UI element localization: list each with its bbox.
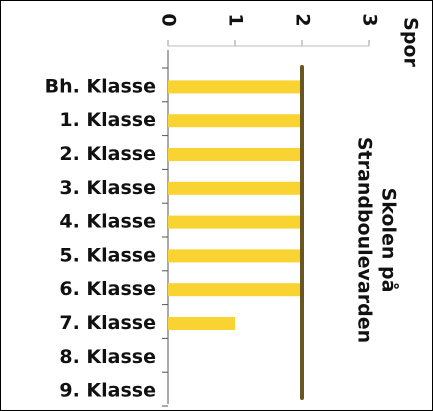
chart-title: Strandboulevarden	[354, 137, 376, 343]
chart-title: Skolen på	[378, 188, 402, 293]
y-tick-label: 1. Klasse	[59, 109, 156, 131]
x-tick-label: 2	[292, 13, 314, 26]
x-tick-label: 1	[225, 13, 247, 26]
x-tick-label: 0	[158, 13, 180, 26]
bar	[168, 283, 302, 297]
bar	[168, 114, 302, 128]
y-tick-label: 2. Klasse	[59, 143, 156, 165]
bar	[168, 215, 302, 229]
y-tick-label: 3. Klasse	[59, 177, 156, 199]
bar	[168, 181, 302, 195]
y-tick-label: Bh. Klasse	[45, 75, 156, 97]
y-tick-label: 8. Klasse	[59, 346, 156, 368]
y-tick-label: 4. Klasse	[59, 211, 156, 233]
bar	[168, 80, 302, 94]
y-tick-label: 5. Klasse	[59, 244, 156, 266]
bar	[168, 249, 302, 263]
y-tick-label: 7. Klasse	[59, 312, 156, 334]
x-tick-label: 3	[359, 13, 381, 26]
axis-label: Spor	[400, 17, 422, 67]
bar	[168, 148, 302, 161]
y-tick-label: 6. Klasse	[59, 278, 156, 300]
bar	[168, 317, 235, 330]
y-tick-label: 9. Klasse	[59, 380, 156, 402]
